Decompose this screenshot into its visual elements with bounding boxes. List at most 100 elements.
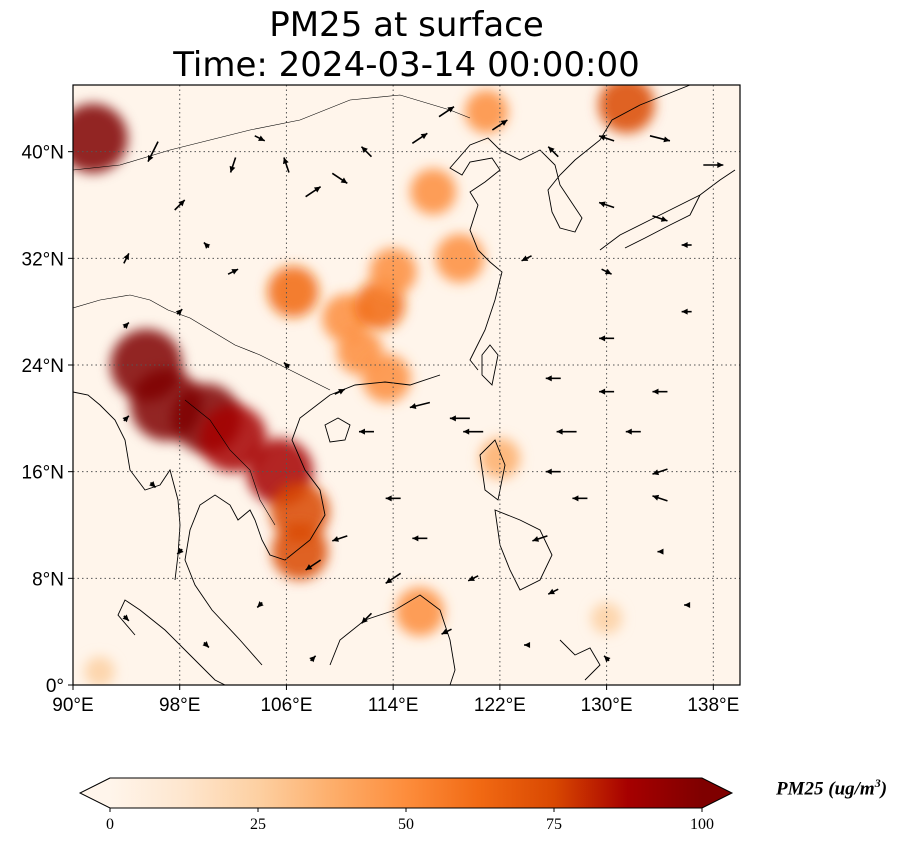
lon-tick-label: 130°E: [581, 695, 633, 716]
wind-arrow: [385, 495, 401, 502]
colorbar-tick-label: 75: [546, 816, 562, 833]
coastlines: [73, 85, 736, 685]
map-time: Time: 2024-03-14 00:00:00: [173, 45, 640, 85]
colorbar-tick-label: 25: [250, 816, 266, 833]
map-frame: [72, 84, 741, 686]
gridlines: [73, 85, 740, 685]
wind-arrow: [331, 172, 348, 184]
wind-arrow: [603, 655, 611, 663]
colorbar-tick-label: 50: [398, 816, 414, 833]
wind-arrow: [360, 612, 373, 624]
wind-arrow: [305, 186, 322, 198]
wind-arrow: [385, 572, 402, 584]
wind-arrow: [441, 628, 452, 635]
wind-arrow: [703, 162, 724, 168]
wind-arrow: [657, 548, 664, 555]
wind-arrow: [599, 388, 615, 395]
lat-tick-label: 40°N: [22, 143, 64, 164]
lat-tick-label: 0°: [46, 676, 64, 697]
pm25-hotspot: [479, 437, 521, 479]
wind-arrow: [149, 481, 157, 489]
wind-arrow: [412, 535, 428, 542]
wind-arrow: [572, 495, 588, 502]
wind-arrow: [681, 308, 692, 315]
colorbar-tick-label: 0: [106, 816, 114, 833]
wind-arrow: [598, 134, 615, 142]
lat-tick-label: 24°N: [22, 356, 64, 377]
wind-arrow: [491, 119, 508, 131]
pm25-hotspot: [73, 103, 128, 174]
wind-arrow: [147, 141, 159, 163]
wind-arrow: [358, 428, 374, 435]
wind-arrow: [547, 588, 559, 595]
pm25-hotspot: [369, 248, 417, 296]
pm25-hotspot: [362, 354, 411, 403]
wind-arrow: [256, 601, 264, 609]
wind-arrow: [334, 388, 346, 395]
map-area: [73, 85, 740, 685]
wind-arrow: [467, 575, 479, 582]
wind-arrow: [652, 215, 668, 222]
pm25-hotspot: [435, 234, 485, 283]
colorbar-gradient: [110, 778, 702, 808]
wind-arrow: [532, 535, 548, 542]
pm25-hotspot: [395, 587, 445, 636]
lat-tick-label: 32°N: [22, 249, 64, 270]
lat-tick-label: 16°N: [22, 463, 64, 484]
wind-arrow: [599, 335, 615, 342]
wind-arrow: [174, 199, 186, 211]
wind-arrow: [282, 157, 290, 173]
pm25-hotspot: [410, 168, 457, 215]
wind-arrow: [122, 321, 130, 329]
colorbar-max-extension: [702, 778, 732, 808]
wind-arrow: [652, 494, 668, 502]
lon-tick-label: 114°E: [368, 695, 419, 716]
pm25-hotspot: [267, 266, 319, 318]
wind-arrow: [649, 135, 671, 143]
lon-tick-label: 122°E: [474, 695, 526, 716]
wind-arrow: [524, 642, 531, 648]
wind-arrow: [449, 415, 470, 422]
pm25-hotspot: [199, 404, 267, 473]
wind-arrow: [122, 415, 130, 423]
wind-arrow: [625, 428, 641, 435]
map-axes: 90°E 98°E 106°E 114°E 122°E 130°E 138°E 0° 8°N 16…: [22, 143, 740, 716]
wind-arrow: [332, 535, 348, 542]
wind-arrow: [547, 146, 559, 158]
colorbar-ticks: 0 25 50 75 100: [106, 808, 714, 833]
pm25-hotspot: [590, 602, 623, 635]
wind-arrow: [309, 655, 317, 663]
wind-arrow: [652, 468, 668, 476]
wind-arrow: [521, 255, 532, 262]
wind-arrow: [203, 241, 211, 249]
colorbar-min-extension: [80, 778, 110, 808]
pm25-field: [73, 85, 655, 685]
lon-tick-label: 138°E: [687, 695, 739, 716]
pm25-hotspot: [271, 523, 328, 580]
wind-arrow: [681, 242, 692, 248]
lat-tick-label: 8°N: [32, 569, 64, 590]
pm25-hotspot: [464, 89, 509, 134]
wind-arrow: [254, 135, 266, 142]
wind-arrow: [545, 468, 561, 475]
wind-arrow: [176, 547, 184, 555]
wind-arrow: [409, 401, 431, 409]
wind-arrow: [438, 106, 455, 118]
lon-tick-label: 90°E: [52, 695, 93, 716]
colorbar: 0 25 50 75 100: [78, 777, 734, 833]
wind-arrow: [545, 375, 561, 382]
wind-arrow: [123, 252, 130, 264]
wind-arrow: [122, 614, 130, 622]
wind-arrow: [175, 308, 183, 316]
wind-arrow: [684, 602, 691, 608]
colorbar-tick-label: 100: [690, 816, 714, 833]
colorbar-label: PM25 (ug/m3): [776, 776, 888, 800]
wind-arrow: [601, 268, 612, 275]
wind-arrow: [305, 559, 322, 571]
wind-arrow: [202, 641, 210, 649]
pm25-hotspot: [84, 656, 115, 685]
wind-arrow: [652, 388, 668, 395]
pm25-hotspot: [598, 85, 655, 134]
wind-arrow: [556, 428, 577, 435]
